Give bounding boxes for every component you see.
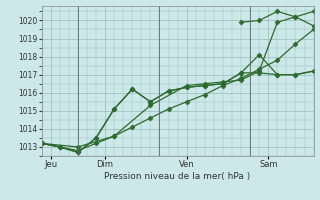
X-axis label: Pression niveau de la mer( hPa ): Pression niveau de la mer( hPa ) [104, 172, 251, 181]
